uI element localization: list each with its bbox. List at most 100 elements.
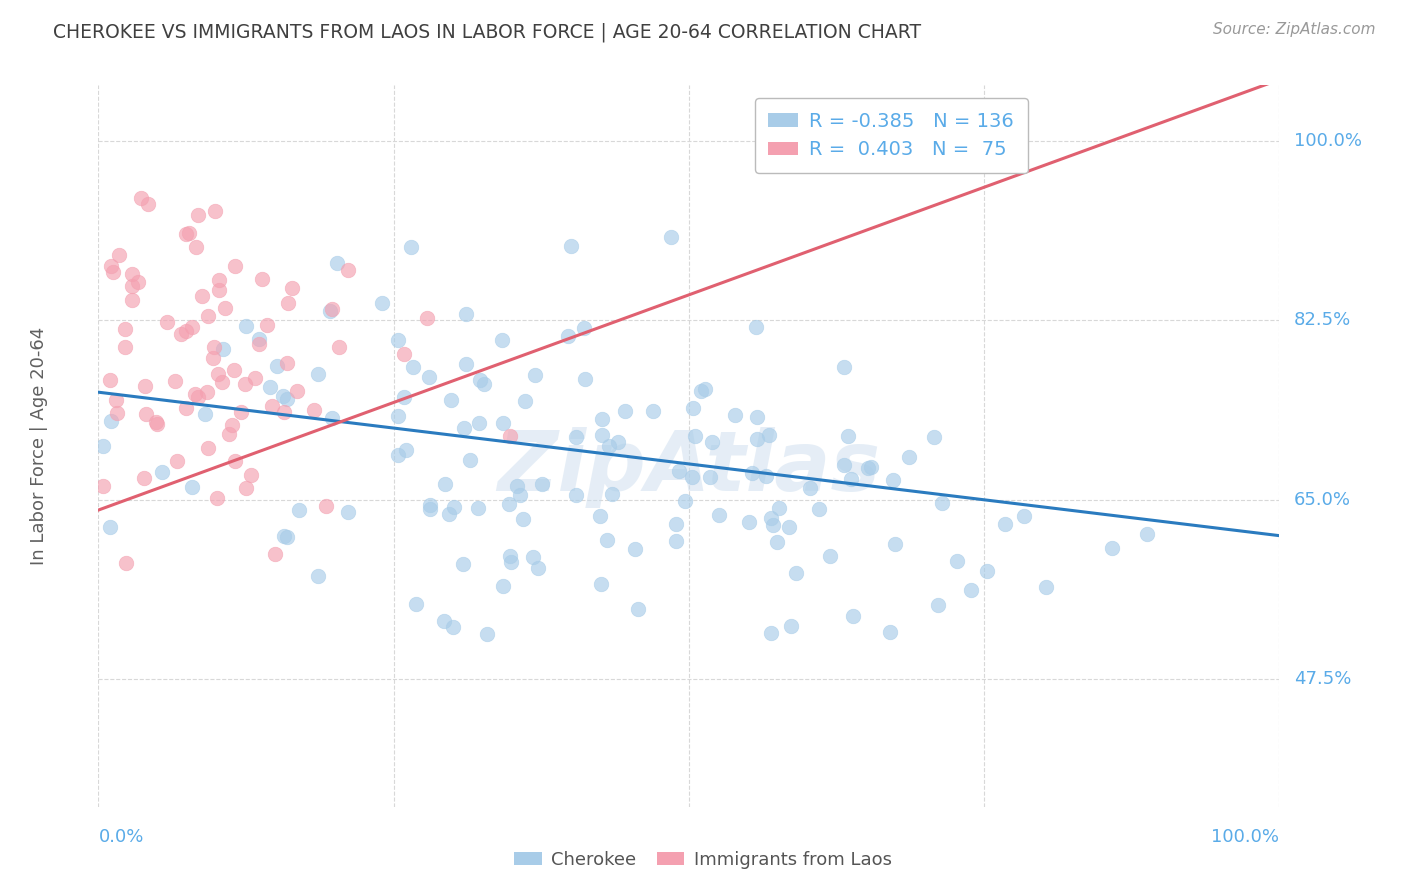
Cherokee [395,443,418,458]
Cherokee [522,550,544,565]
Immigrants from Laos [240,468,263,483]
Cherokee [266,359,288,374]
Cherokee [761,625,783,640]
Cherokee [572,321,595,335]
Immigrants from Laos [281,280,304,294]
Cherokee [762,518,785,533]
Cherokee [150,465,173,479]
Immigrants from Laos [115,556,138,570]
Cherokee [589,577,612,591]
Immigrants from Laos [197,310,219,324]
Text: 100.0%: 100.0% [1212,828,1279,846]
Cherokee [433,614,456,628]
Immigrants from Laos [256,318,278,332]
Cherokee [744,320,766,334]
Immigrants from Laos [202,340,225,354]
Cherokee [307,569,329,583]
Cherokee [419,502,441,516]
Cherokee [960,582,983,597]
Cherokee [468,373,491,387]
Cherokee [780,619,803,633]
Immigrants from Laos [105,406,128,420]
Cherokee [399,240,422,254]
Text: In Labor Force | Age 20-64: In Labor Force | Age 20-64 [31,326,48,566]
Cherokee [591,428,613,442]
Cherokee [924,430,946,444]
Cherokee [98,520,121,534]
Immigrants from Laos [98,373,121,387]
Immigrants from Laos [121,293,143,307]
Cherokee [700,434,723,449]
Cherokee [437,507,460,521]
Cherokee [927,598,949,612]
Immigrants from Laos [166,454,188,468]
Cherokee [180,479,202,493]
Immigrants from Laos [277,296,299,310]
Cherokee [325,256,347,270]
Text: Source: ZipAtlas.com: Source: ZipAtlas.com [1212,22,1375,37]
Immigrants from Laos [170,326,193,341]
Cherokee [458,452,481,467]
Cherokee [1101,541,1123,555]
Cherokee [467,501,489,516]
Cherokee [321,410,343,425]
Immigrants from Laos [263,547,285,561]
Cherokee [623,541,645,556]
Immigrants from Laos [214,301,236,315]
Immigrants from Laos [207,491,229,505]
Cherokee [337,505,360,519]
Immigrants from Laos [221,417,243,432]
Cherokee [665,534,688,549]
Text: 0.0%: 0.0% [98,828,143,846]
Immigrants from Laos [328,340,350,354]
Cherokee [440,392,463,407]
Immigrants from Laos [208,284,231,298]
Cherokee [418,370,440,384]
Immigrants from Laos [134,379,156,393]
Immigrants from Laos [247,337,270,351]
Cherokee [434,476,457,491]
Cherokee [607,435,630,450]
Cherokee [689,384,711,398]
Immigrants from Laos [202,351,225,366]
Immigrants from Laos [114,322,136,336]
Immigrants from Laos [181,320,204,334]
Cherokee [560,238,582,252]
Cherokee [565,488,588,502]
Cherokee [247,332,270,346]
Cherokee [879,625,901,640]
Cherokee [259,380,281,394]
Cherokee [600,487,623,501]
Immigrants from Laos [127,276,149,290]
Immigrants from Laos [224,454,246,468]
Cherokee [724,408,747,422]
Cherokee [627,601,650,615]
Cherokee [523,368,546,382]
Immigrants from Laos [93,479,115,493]
Immigrants from Laos [222,363,245,377]
Cherokee [898,450,921,464]
Cherokee [443,500,465,514]
Cherokee [453,421,475,435]
Immigrants from Laos [224,259,246,273]
Cherokee [530,477,553,491]
Immigrants from Laos [163,374,186,388]
Text: 82.5%: 82.5% [1294,311,1351,329]
Immigrants from Laos [262,399,284,413]
Cherokee [492,579,515,593]
Immigrants from Laos [101,265,124,279]
Immigrants from Laos [105,392,128,407]
Cherokee [598,439,620,453]
Cherokee [212,343,235,357]
Cherokee [768,500,790,515]
Cherokee [931,496,953,510]
Cherokee [668,464,690,478]
Immigrants from Laos [392,347,415,361]
Cherokee [665,517,688,532]
Cherokee [387,333,409,347]
Text: ZipAtlas: ZipAtlas [498,427,880,508]
Immigrants from Laos [177,227,200,241]
Cherokee [737,516,759,530]
Cherokee [682,401,704,415]
Immigrants from Laos [304,403,326,417]
